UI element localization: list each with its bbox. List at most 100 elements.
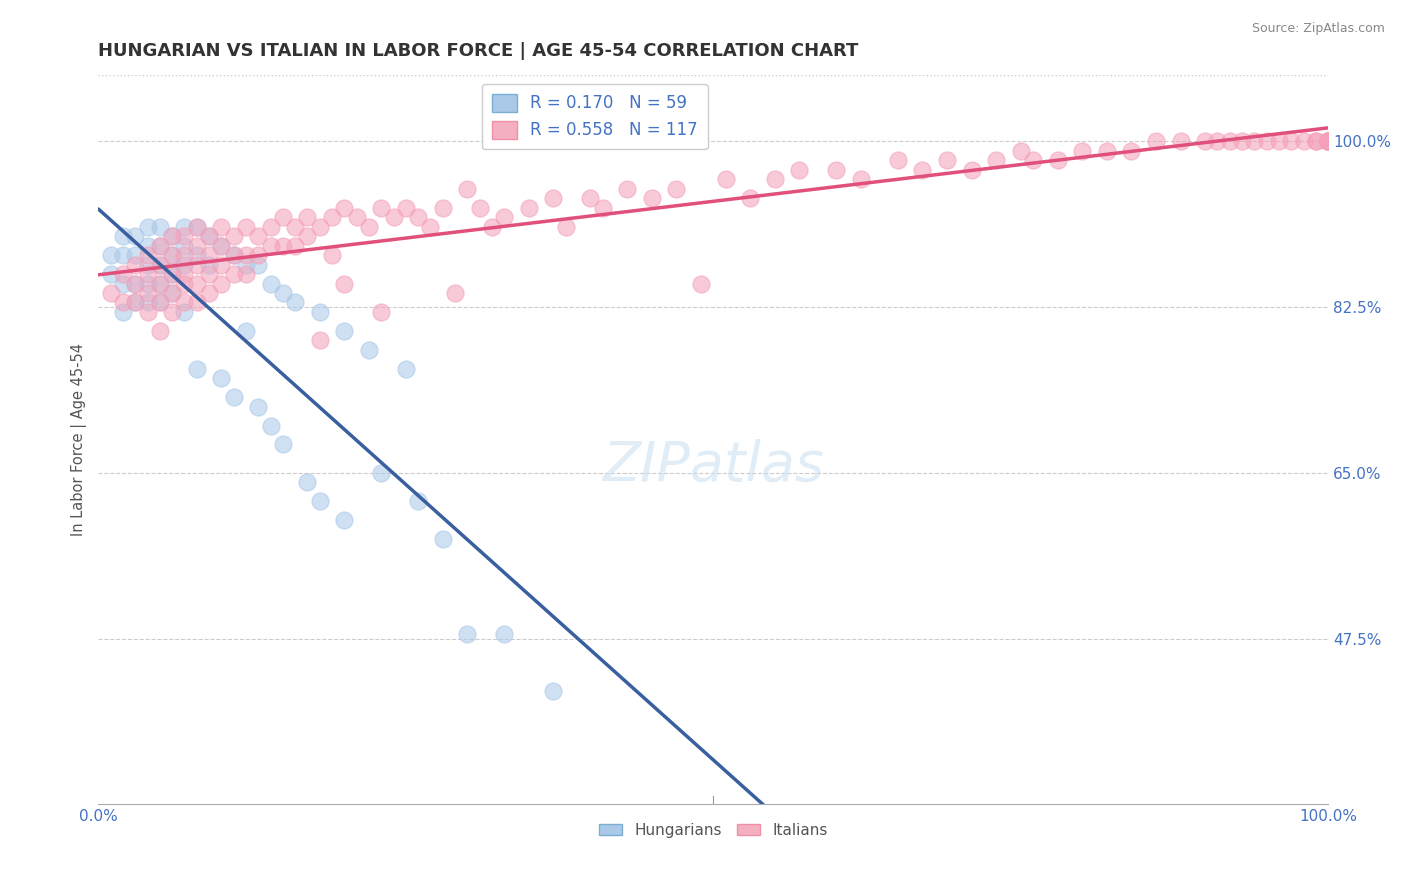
Point <box>1317 135 1340 149</box>
Point <box>160 229 183 244</box>
Point <box>149 295 172 310</box>
Point <box>186 277 208 291</box>
Point <box>173 258 195 272</box>
Point <box>222 248 245 262</box>
Point <box>222 248 245 262</box>
Point <box>849 172 872 186</box>
Point <box>186 295 208 310</box>
Point <box>1170 135 1192 149</box>
Point <box>1305 135 1327 149</box>
Point <box>136 219 159 234</box>
Point <box>149 219 172 234</box>
Point <box>173 277 195 291</box>
Point <box>173 238 195 252</box>
Point <box>111 277 134 291</box>
Point <box>406 211 429 225</box>
Text: Source: ZipAtlas.com: Source: ZipAtlas.com <box>1251 22 1385 36</box>
Point <box>1268 135 1291 149</box>
Point <box>1243 135 1265 149</box>
Point <box>308 494 330 508</box>
Point <box>209 258 232 272</box>
Point <box>271 238 294 252</box>
Point <box>160 305 183 319</box>
Point <box>186 258 208 272</box>
Point <box>308 305 330 319</box>
Point <box>149 238 172 252</box>
Point <box>136 248 159 262</box>
Point <box>124 229 146 244</box>
Point <box>124 258 146 272</box>
Point <box>235 324 257 338</box>
Point <box>395 361 418 376</box>
Point <box>370 201 392 215</box>
Point <box>321 211 343 225</box>
Point <box>432 532 454 546</box>
Point <box>481 219 503 234</box>
Point <box>198 258 221 272</box>
Point <box>160 267 183 281</box>
Point <box>284 238 307 252</box>
Point <box>235 248 257 262</box>
Point <box>222 390 245 404</box>
Point <box>198 267 221 281</box>
Point <box>247 400 270 414</box>
Point <box>271 437 294 451</box>
Point <box>1317 135 1340 149</box>
Point <box>160 267 183 281</box>
Point <box>1010 144 1032 158</box>
Point <box>247 258 270 272</box>
Point <box>235 267 257 281</box>
Point <box>186 219 208 234</box>
Point <box>297 229 319 244</box>
Point <box>1317 135 1340 149</box>
Legend: Hungarians, Italians: Hungarians, Italians <box>593 817 834 844</box>
Point <box>432 201 454 215</box>
Point <box>1256 135 1278 149</box>
Point <box>173 305 195 319</box>
Point <box>1317 135 1340 149</box>
Point <box>149 324 172 338</box>
Point <box>149 258 172 272</box>
Point <box>297 211 319 225</box>
Point <box>579 191 602 205</box>
Point <box>1317 135 1340 149</box>
Point <box>456 627 478 641</box>
Point <box>209 219 232 234</box>
Point <box>382 211 405 225</box>
Point <box>1230 135 1253 149</box>
Point <box>271 211 294 225</box>
Point <box>1095 144 1118 158</box>
Point <box>960 162 983 177</box>
Point <box>209 371 232 385</box>
Point <box>149 295 172 310</box>
Point <box>1046 153 1069 168</box>
Point <box>935 153 957 168</box>
Point <box>308 219 330 234</box>
Point <box>222 267 245 281</box>
Point <box>100 248 122 262</box>
Point <box>173 248 195 262</box>
Point <box>160 248 183 262</box>
Point <box>284 295 307 310</box>
Point <box>209 238 232 252</box>
Point <box>124 277 146 291</box>
Point <box>346 211 368 225</box>
Point <box>149 238 172 252</box>
Point <box>136 285 159 300</box>
Text: HUNGARIAN VS ITALIAN IN LABOR FORCE | AGE 45-54 CORRELATION CHART: HUNGARIAN VS ITALIAN IN LABOR FORCE | AG… <box>98 42 859 60</box>
Point <box>136 295 159 310</box>
Point <box>259 219 281 234</box>
Y-axis label: In Labor Force | Age 45-54: In Labor Force | Age 45-54 <box>72 343 87 536</box>
Point <box>235 258 257 272</box>
Point <box>543 191 565 205</box>
Point <box>592 201 614 215</box>
Point <box>136 238 159 252</box>
Text: ZIPatlas: ZIPatlas <box>602 439 824 491</box>
Point <box>494 211 516 225</box>
Point <box>297 475 319 490</box>
Point <box>198 248 221 262</box>
Point <box>186 219 208 234</box>
Point <box>160 285 183 300</box>
Point <box>259 277 281 291</box>
Point <box>825 162 848 177</box>
